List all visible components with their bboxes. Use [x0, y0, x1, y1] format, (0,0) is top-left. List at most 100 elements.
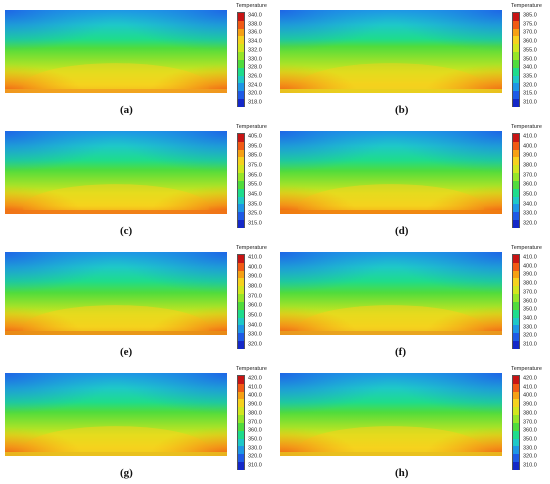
legend-tick-label: 350.0 — [248, 312, 262, 319]
temperature-legend: Temperature 405.0 395.0 385.0 375.0 365.0 355.… — [230, 121, 275, 231]
legend-tick-label: 370.0 — [523, 289, 537, 296]
legend-tick-label: 332.0 — [248, 47, 262, 54]
legend-swatch — [513, 262, 519, 271]
legend-swatch — [513, 376, 519, 384]
legend-swatch — [238, 262, 244, 271]
temperature-legend: Temperature 410.0 400.0 390.0 380.0 370.0 360.… — [230, 242, 275, 352]
legend-swatch — [513, 333, 519, 342]
legend-swatch — [238, 212, 244, 221]
legend-tick-label: 320.0 — [248, 453, 262, 460]
legend-tick-labels: 410.0 400.0 390.0 380.0 370.0 360.0 350.0 340.0… — [523, 254, 549, 349]
legend-swatch — [238, 462, 244, 470]
legend-swatch — [513, 430, 519, 439]
legend-swatch — [513, 157, 519, 166]
legend-tick-label: 330.0 — [523, 210, 537, 217]
legend-tick-label: 340.0 — [248, 321, 262, 328]
legend-swatch — [513, 422, 519, 431]
legend-swatch — [513, 196, 519, 205]
legend-tick-label: 390.0 — [523, 401, 537, 408]
legend-tick-label: 360.0 — [523, 181, 537, 188]
legend-swatch — [513, 67, 519, 76]
legend-swatch — [238, 204, 244, 213]
legend-swatch — [513, 341, 519, 349]
legend-swatch — [513, 99, 519, 107]
legend-tick-label: 400.0 — [248, 263, 262, 270]
temperature-legend: Temperature 410.0 400.0 390.0 380.0 370.0 360.… — [505, 242, 550, 352]
legend-title: Temperature — [236, 366, 267, 372]
legend-tick-label: 340.0 — [523, 200, 537, 207]
panel-e: Temperature 410.0 400.0 390.0 380.0 370.0 360.… — [0, 242, 275, 363]
legend-title: Temperature — [511, 366, 542, 372]
legend-tick-label: 360.0 — [523, 38, 537, 45]
legend-swatch — [238, 52, 244, 60]
legend-swatch — [238, 165, 244, 174]
legend-tick-label: 330.0 — [248, 331, 262, 338]
legend-tick-label: 360.0 — [523, 427, 537, 434]
legend-tick-label: 325.0 — [248, 210, 262, 217]
legend-tick-labels: 420.0 410.0 400.0 390.0 380.0 370.0 360.0 350.0… — [248, 375, 274, 470]
legend-tick-label: 330.0 — [523, 323, 537, 330]
legend-tick-label: 320.0 — [248, 90, 262, 97]
legend-tick-label: 360.0 — [248, 427, 262, 434]
legend-tick-label: 410.0 — [523, 133, 537, 140]
temperature-legend: Temperature 420.0 410.0 400.0 390.0 380.0 370.… — [230, 363, 275, 473]
legend-swatch — [513, 255, 519, 263]
legend-tick-label: 310.0 — [523, 341, 537, 348]
legend-tick-label: 350.0 — [523, 191, 537, 198]
legend-tick-label: 335.0 — [248, 200, 262, 207]
legend-tick-label: 315.0 — [523, 90, 537, 97]
legend-tick-label: 345.0 — [248, 191, 262, 198]
legend-swatch — [513, 220, 519, 228]
panel-c: Temperature 405.0 395.0 385.0 375.0 365.0 355.… — [0, 121, 275, 242]
legend-swatch — [513, 270, 519, 279]
panel-g: Temperature 420.0 410.0 400.0 390.0 380.0 370.… — [0, 363, 275, 484]
legend-tick-label: 400.0 — [523, 262, 537, 269]
legend-color-bar — [512, 254, 520, 349]
legend-title: Temperature — [236, 3, 267, 9]
legend-swatch — [238, 376, 244, 384]
legend-tick-label: 350.0 — [523, 436, 537, 443]
legend-title: Temperature — [236, 245, 267, 251]
legend-tick-label: 335.0 — [523, 73, 537, 80]
legend-tick-label: 336.0 — [248, 29, 262, 36]
legend-swatch — [238, 341, 244, 349]
legend-tick-labels: 405.0 395.0 385.0 375.0 365.0 355.0 345.0 335.0… — [248, 133, 274, 228]
legend-tick-label: 324.0 — [248, 81, 262, 88]
legend-tick-label: 350.0 — [248, 436, 262, 443]
legend-swatch — [238, 270, 244, 279]
legend-swatch — [513, 407, 519, 416]
legend-swatch — [513, 317, 519, 326]
legend-tick-label: 330.0 — [523, 444, 537, 451]
legend-swatch — [238, 333, 244, 342]
legend-swatch — [238, 391, 244, 400]
panel-caption: (d) — [395, 225, 409, 237]
legend-tick-label: 310.0 — [523, 99, 537, 106]
legend-swatch — [238, 286, 244, 295]
legend-tick-label: 390.0 — [248, 401, 262, 408]
legend-swatch — [238, 75, 244, 84]
legend-tick-label: 315.0 — [248, 220, 262, 227]
legend-tick-label: 380.0 — [248, 410, 262, 417]
legend-swatch — [513, 391, 519, 400]
legend-tick-label: 370.0 — [523, 171, 537, 178]
legend-tick-label: 310.0 — [248, 462, 262, 469]
legend-tick-label: 360.0 — [248, 302, 262, 309]
legend-swatch — [513, 462, 519, 470]
temperature-contour-map — [280, 131, 502, 214]
legend-swatch — [238, 438, 244, 447]
legend-color-bar — [512, 133, 520, 228]
legend-swatch — [513, 294, 519, 302]
legend-swatch — [238, 294, 244, 302]
legend-tick-label: 355.0 — [523, 47, 537, 54]
legend-tick-label: 400.0 — [523, 142, 537, 149]
legend-swatch — [513, 446, 519, 455]
legend-tick-label: 385.0 — [523, 12, 537, 19]
legend-title: Temperature — [236, 124, 267, 130]
temperature-legend: Temperature 410.0 400.0 390.0 380.0 370.0 360.… — [505, 121, 550, 231]
legend-tick-label: 410.0 — [248, 383, 262, 390]
temperature-contour-map — [5, 131, 227, 214]
temperature-legend: Temperature 385.0 375.0 370.0 360.0 355.0 350.… — [505, 0, 550, 110]
legend-swatch — [513, 399, 519, 408]
panel-b: Temperature 385.0 375.0 370.0 360.0 355.0 350.… — [275, 0, 550, 121]
legend-tick-label: 340.0 — [523, 315, 537, 322]
